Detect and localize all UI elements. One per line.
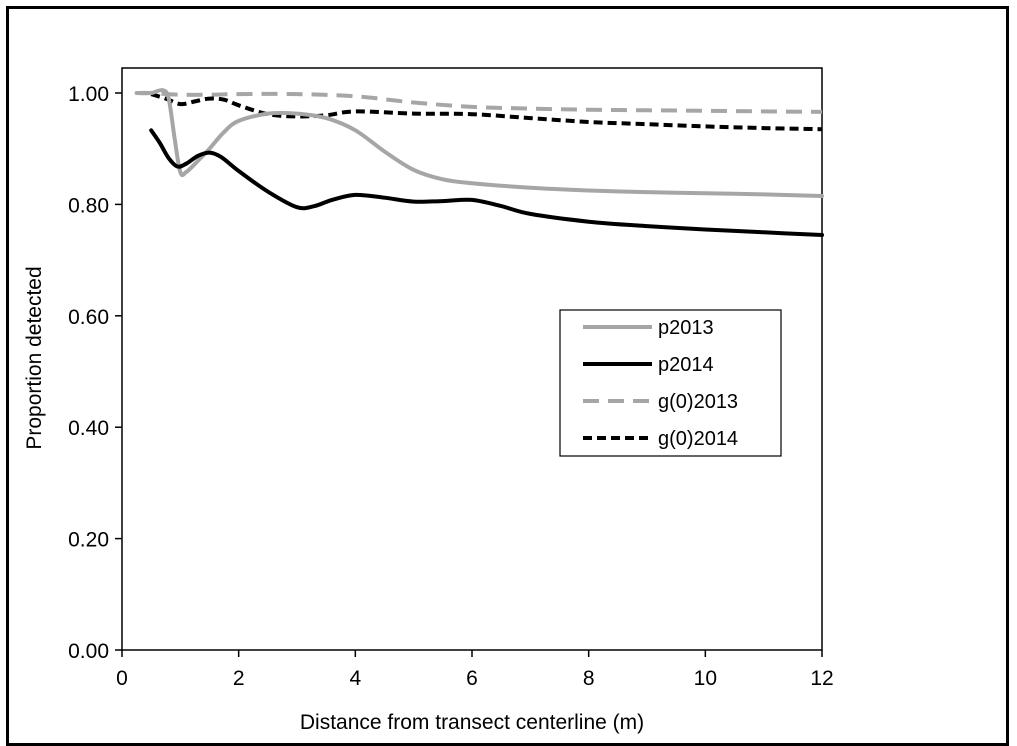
y-tick-label: 1.00 [68, 83, 109, 106]
series-line-g(0)2014 [150, 92, 823, 132]
y-axis-label: Proportion detected [23, 266, 46, 449]
x-tick-label: 2 [233, 667, 245, 690]
x-tick-label: 12 [810, 667, 833, 690]
series-layer [134, 88, 824, 237]
x-axis-label: Distance from transect centerline (m) [300, 711, 644, 734]
legend-label-p2014: p2014 [658, 354, 714, 376]
y-tick-label: 0.20 [68, 529, 109, 552]
x-tick-label: 6 [466, 667, 478, 690]
legend-box [559, 309, 782, 457]
y-tick-label: 0.40 [68, 417, 109, 440]
legend-label-g(0)2014: g(0)2014 [658, 428, 738, 450]
series-line-g(0)2013 [136, 90, 823, 114]
x-tick-label: 0 [116, 667, 128, 690]
y-axis: 0.00 0.20 0.40 0.60 0.80 1.00 [68, 83, 122, 663]
legend: p2013 p2014 g(0)2013 g(0)2014 [559, 309, 782, 457]
series-line-p2013 [134, 88, 824, 198]
y-tick-label: 0.00 [68, 640, 109, 663]
legend-items: p2013 p2014 g(0)2013 g(0)2014 [583, 317, 738, 450]
series-line-p2014 [149, 128, 824, 237]
x-axis: 0 2 4 6 8 10 12 [116, 650, 834, 690]
x-tick-label: 8 [583, 667, 595, 690]
x-tick-label: 10 [694, 667, 717, 690]
legend-label-p2013: p2013 [658, 317, 714, 339]
y-tick-label: 0.60 [68, 306, 109, 329]
legend-label-g(0)2013: g(0)2013 [658, 391, 738, 413]
x-tick-label: 4 [349, 667, 361, 690]
y-tick-label: 0.80 [68, 194, 109, 217]
